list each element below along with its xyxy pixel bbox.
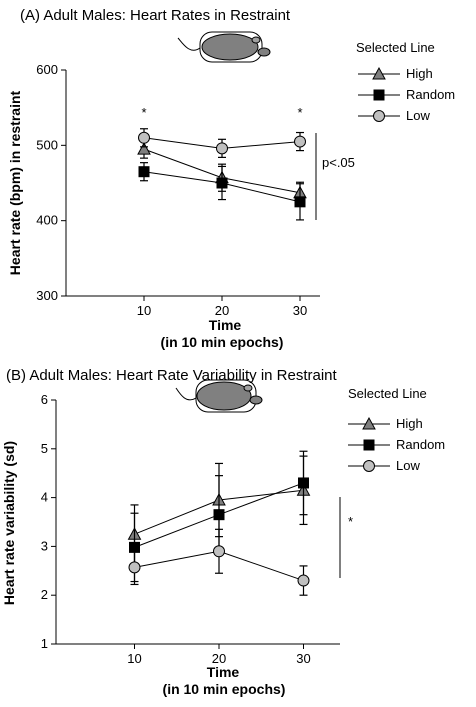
panel-b-heart-rate-variability: (B) Adult Males: Heart Rate Variability … xyxy=(1,367,445,697)
data-point-random xyxy=(298,477,309,489)
panel-a-heart-rates: (A) Adult Males: Heart Rates in Restrain… xyxy=(7,7,455,350)
mouse-restraint-icon xyxy=(177,31,271,63)
panel-a-bracket-label: p<.05 xyxy=(322,155,355,170)
legend-item-random: Random xyxy=(358,87,455,102)
legend-label: High xyxy=(406,66,433,81)
data-point-random xyxy=(294,196,306,208)
mouse-restraint-icon xyxy=(175,379,263,413)
y-tick-label: 6 xyxy=(41,392,48,407)
data-point-low xyxy=(216,142,228,155)
data-point-low xyxy=(297,574,310,587)
y-tick-label: 300 xyxy=(36,288,58,303)
data-point-random xyxy=(216,177,228,189)
panel-b-legend-title: Selected Line xyxy=(348,386,427,401)
x-tick-label: 20 xyxy=(212,651,226,666)
y-tick-label: 4 xyxy=(41,490,48,505)
legend-label: Random xyxy=(406,87,455,102)
data-point-low xyxy=(128,561,141,574)
panel-a-legend-title: Selected Line xyxy=(356,40,435,55)
x-tick-label: 20 xyxy=(215,303,229,318)
y-tick-label: 500 xyxy=(36,137,58,152)
legend-item-low: Low xyxy=(358,108,430,123)
legend-marker-square xyxy=(363,439,375,451)
series-low xyxy=(138,128,306,158)
legend-marker-triangle xyxy=(362,416,376,430)
legend-marker-square xyxy=(373,89,385,101)
legend-marker-triangle xyxy=(372,66,386,80)
panel-b-title: (B) Adult Males: Heart Rate Variability … xyxy=(6,367,338,384)
panel-a-title: (A) Adult Males: Heart Rates in Restrain… xyxy=(20,7,291,24)
panel-b-legend: Selected Line High Random Low xyxy=(348,386,445,473)
legend-label: Low xyxy=(406,108,430,123)
panel-b-x-label: Time xyxy=(207,664,240,680)
panel-b-x-label-sub: (in 10 min epochs) xyxy=(163,681,286,697)
data-point-random xyxy=(213,509,225,521)
legend-marker-circle xyxy=(373,110,385,122)
y-tick-label: 1 xyxy=(41,636,48,651)
y-tick-label: 3 xyxy=(41,538,48,553)
x-tick-label: 10 xyxy=(137,303,151,318)
panel-a-x-label: Time xyxy=(209,317,242,333)
panel-a-x-label-sub: (in 10 min epochs) xyxy=(161,334,284,350)
data-point-low xyxy=(213,545,225,558)
data-point-random xyxy=(138,166,150,178)
legend-label: Low xyxy=(396,458,420,473)
significance-star: * xyxy=(141,105,146,120)
legend-label: High xyxy=(396,416,423,431)
panel-a-y-label: Heart rate (bpm) in restraint xyxy=(7,90,23,275)
legend-item-high: High xyxy=(358,66,433,81)
panel-b-bracket-label: * xyxy=(348,514,353,529)
series-low xyxy=(128,528,310,596)
x-tick-label: 30 xyxy=(293,303,307,318)
significance-star: * xyxy=(297,105,302,120)
legend-marker-circle xyxy=(363,460,375,472)
y-tick-label: 2 xyxy=(41,587,48,602)
y-tick-label: 600 xyxy=(36,62,58,77)
y-tick-label: 5 xyxy=(41,441,48,456)
x-tick-label: 10 xyxy=(127,651,141,666)
legend-item-random: Random xyxy=(348,437,445,452)
panel-a-legend: Selected Line High Random Low xyxy=(356,40,455,123)
data-point-low xyxy=(138,131,150,144)
series-random xyxy=(138,162,306,221)
legend-label: Random xyxy=(396,437,445,452)
data-point-low xyxy=(294,135,306,148)
panel-b-y-label: Heart rate variability (sd) xyxy=(1,441,17,605)
legend-item-low: Low xyxy=(348,458,420,473)
y-tick-label: 400 xyxy=(36,213,58,228)
x-tick-label: 30 xyxy=(296,651,310,666)
legend-item-high: High xyxy=(348,416,423,431)
data-point-high xyxy=(137,142,151,155)
